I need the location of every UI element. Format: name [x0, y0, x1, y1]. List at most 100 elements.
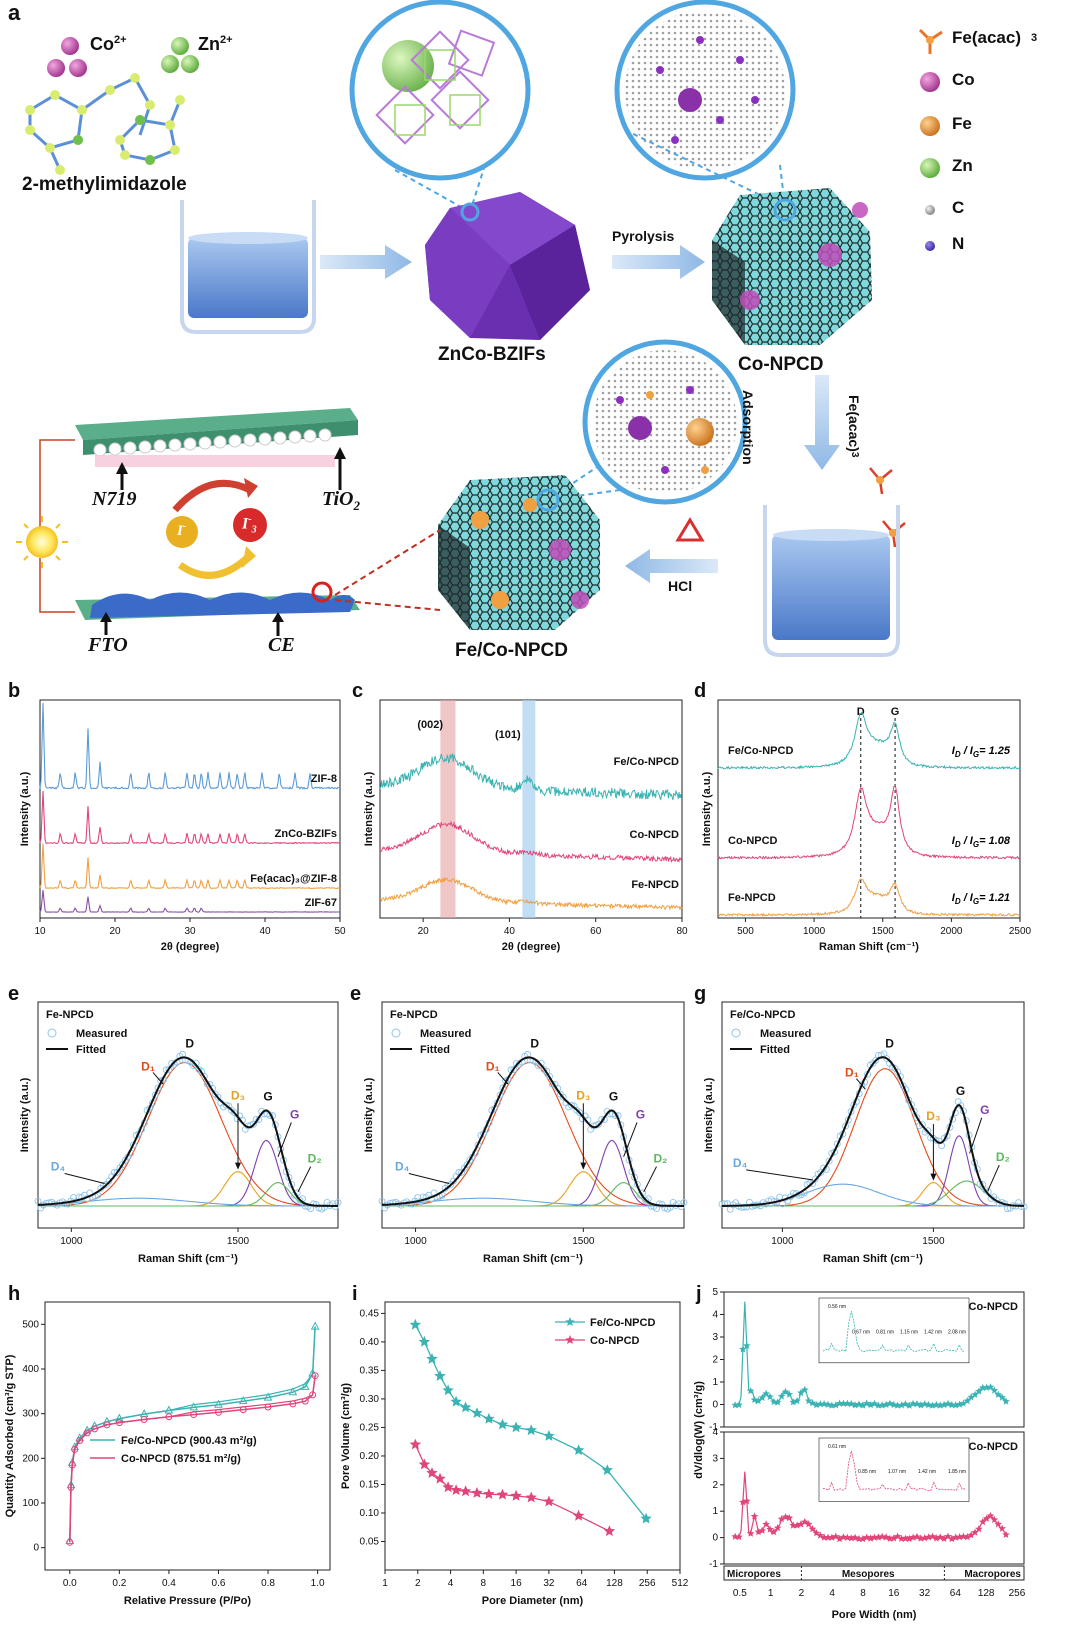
psd-point — [859, 1401, 867, 1409]
series-label: ZIF-8 — [311, 773, 337, 785]
x-tick-label: 512 — [672, 1578, 689, 1589]
inset-frame — [818, 1437, 970, 1502]
isotherm-point — [71, 1445, 79, 1453]
psd-point — [789, 1398, 797, 1406]
series-label: Fe(acac)₃@ZIF-8 — [250, 873, 337, 885]
x-tick-label: 0.2 — [112, 1578, 126, 1589]
psd-point — [855, 1534, 863, 1543]
pore-point — [426, 1467, 438, 1478]
panel-j-label: j — [695, 1283, 702, 1305]
y-tick-label: 500 — [22, 1319, 39, 1330]
ratio-sub: D — [955, 897, 961, 906]
inset-label: 2.08 nm — [948, 1330, 966, 1336]
pore-point — [434, 1472, 446, 1484]
psd-point — [963, 1397, 972, 1405]
peak-d3-label: D₃ — [926, 1109, 940, 1123]
isotherm-point — [310, 1321, 320, 1330]
zif-label: ZnCo-BZIFs — [438, 344, 546, 365]
measured-point — [510, 1066, 518, 1073]
legend-text: N — [952, 234, 965, 253]
isotherm-point — [165, 1413, 173, 1421]
isotherm-point — [264, 1403, 272, 1411]
y-tick-label: 3 — [712, 1453, 718, 1464]
peak-d2-label: D₂ — [654, 1152, 668, 1166]
psd-point — [793, 1397, 801, 1405]
feacac-arrow-label: Fe(acac)3 — [846, 395, 862, 458]
peak-d-label: D — [185, 1036, 194, 1050]
plot-frame — [37, 1001, 339, 1229]
ratio-val: = 1.08 — [979, 835, 1011, 847]
fecon-zoom — [582, 339, 748, 505]
pore-line-0 — [414, 1324, 647, 1520]
xrd-line-0 — [39, 702, 341, 790]
psd-point — [905, 1401, 914, 1409]
x-tick-label: 256 — [1009, 1588, 1026, 1599]
legend-icons — [918, 28, 943, 251]
legend-text: C — [952, 198, 965, 217]
psd-point — [746, 1529, 755, 1537]
plot-frame — [721, 1001, 1025, 1229]
x-tick-label: 128 — [978, 1588, 995, 1599]
x-tick-label: 8 — [481, 1578, 487, 1589]
y-axis-title: Intensity (a.u.) — [701, 771, 713, 846]
measured-point — [559, 1093, 567, 1101]
x-axis-title: 2θ (degree) — [502, 941, 561, 953]
x-axis-title: 2θ (degree) — [161, 941, 220, 953]
x-tick-label: 500 — [737, 926, 754, 937]
zn-ion-label: Zn2+ — [198, 34, 233, 54]
fecon-polyhedron — [438, 475, 600, 630]
isotherm-point — [190, 1411, 198, 1419]
psd-point — [835, 1534, 844, 1543]
sample-label: Fe/Co-NPCD — [730, 1009, 795, 1021]
peak-g-label: G — [263, 1089, 272, 1103]
x-tick-label: 40 — [259, 926, 271, 937]
pore-point — [496, 1418, 509, 1430]
pore-point — [471, 1487, 483, 1498]
measured-point — [842, 1122, 849, 1130]
panel-g-label: g — [694, 983, 706, 1005]
highlight-101 — [522, 700, 536, 918]
ratio-i: I — [952, 835, 956, 847]
sample-label: Fe-NPCD — [390, 1009, 438, 1021]
psd-point — [909, 1399, 917, 1407]
peak-d3-label: D₃ — [576, 1088, 590, 1102]
x-tick-label: 0.8 — [261, 1578, 275, 1589]
arrow-hcl — [625, 549, 718, 583]
psd-point — [1002, 1397, 1010, 1405]
y-tick-label: 0.20 — [360, 1451, 380, 1462]
y-tick-label: 4 — [712, 1310, 718, 1321]
psd-point — [832, 1401, 840, 1409]
y-tick-label: -1 — [709, 1559, 718, 1570]
peak-g-pointer — [277, 1122, 292, 1158]
pore-point — [471, 1407, 483, 1418]
ratio-i: I — [952, 892, 956, 904]
psd-point — [816, 1400, 825, 1408]
x-axis-title: Raman Shift (cm⁻¹) — [483, 1253, 583, 1265]
psd-point — [979, 1518, 987, 1526]
pore-point — [565, 1335, 575, 1344]
legend-fitted: Fitted — [760, 1044, 790, 1056]
panel-d-label: d — [694, 680, 706, 702]
psd-point — [971, 1528, 979, 1536]
psd-point — [804, 1520, 813, 1528]
pore-point — [565, 1317, 575, 1326]
ratio-sub: G — [973, 750, 979, 759]
legend-measured-marker — [731, 1028, 741, 1038]
component-D2 — [38, 1182, 338, 1207]
psd-point — [762, 1520, 770, 1528]
x-tick-label: 1500 — [227, 1236, 250, 1247]
hcl-label: HCl — [668, 578, 693, 594]
psd-point — [739, 1345, 747, 1353]
xrd-line-2 — [379, 876, 683, 911]
y-tick-label: 0.35 — [360, 1365, 380, 1376]
isotherm-point — [68, 1461, 76, 1469]
co-ion-label: Co2+ — [90, 34, 127, 54]
y-tick-label: 0 — [33, 1543, 39, 1554]
pore-point — [450, 1484, 462, 1495]
legend-measured: Measured — [76, 1028, 127, 1040]
legend-n: N — [952, 234, 964, 254]
region-bar — [723, 1565, 1025, 1581]
x-tick-label: 128 — [606, 1578, 623, 1589]
isotherm-point — [301, 1397, 309, 1405]
psd-point — [797, 1388, 805, 1397]
